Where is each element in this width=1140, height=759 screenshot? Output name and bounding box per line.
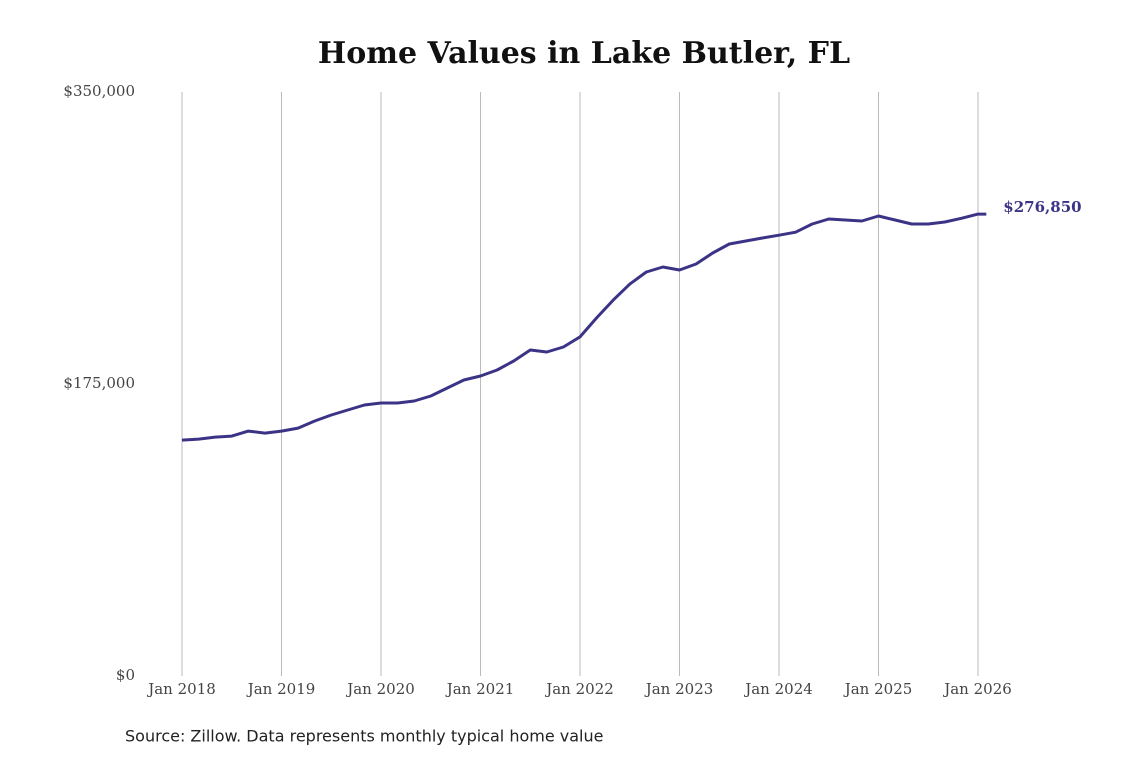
x-tick-label: Jan 2026 <box>942 680 1012 698</box>
x-tick-label: Jan 2022 <box>544 680 614 698</box>
x-tick-label: Jan 2020 <box>345 680 415 698</box>
line <box>181 212 987 442</box>
y-tick-label: $0 <box>116 666 135 684</box>
y-tick-label: $175,000 <box>63 374 135 392</box>
x-tick-label: Jan 2018 <box>146 680 216 698</box>
value-label: $276,850 <box>1003 198 1081 216</box>
x-tick-label: Jan 2023 <box>644 680 714 698</box>
x-tick-label: Jan 2024 <box>743 680 813 698</box>
source-note: Source: Zillow. Data represents monthly … <box>125 727 603 746</box>
y-tick-label: $350,000 <box>63 82 135 100</box>
x-tick-label: Jan 2021 <box>445 680 515 698</box>
x-tick-label: Jan 2025 <box>843 680 913 698</box>
x-tick-label: Jan 2019 <box>246 680 316 698</box>
chart-title: Home Values in Lake Butler, FL <box>318 36 850 71</box>
